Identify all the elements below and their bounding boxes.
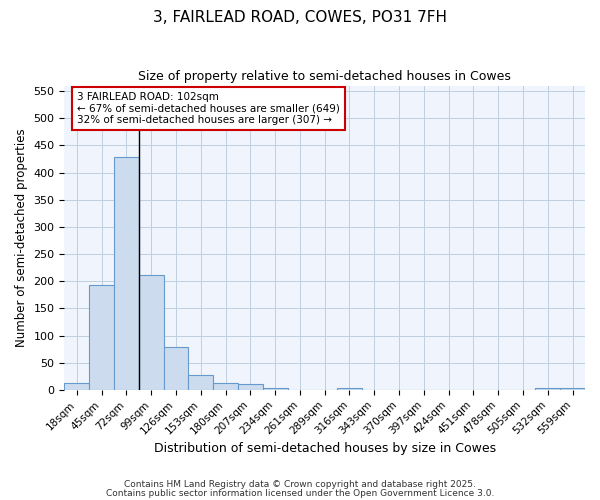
Bar bbox=[64, 383, 89, 390]
Bar bbox=[114, 158, 139, 390]
Text: 3 FAIRLEAD ROAD: 102sqm
← 67% of semi-detached houses are smaller (649)
32% of s: 3 FAIRLEAD ROAD: 102sqm ← 67% of semi-de… bbox=[77, 92, 340, 126]
X-axis label: Distribution of semi-detached houses by size in Cowes: Distribution of semi-detached houses by … bbox=[154, 442, 496, 455]
Y-axis label: Number of semi-detached properties: Number of semi-detached properties bbox=[15, 128, 28, 347]
Text: Contains public sector information licensed under the Open Government Licence 3.: Contains public sector information licen… bbox=[106, 488, 494, 498]
Bar bbox=[188, 374, 213, 390]
Bar bbox=[238, 384, 263, 390]
Title: Size of property relative to semi-detached houses in Cowes: Size of property relative to semi-detach… bbox=[138, 70, 511, 83]
Bar bbox=[337, 388, 362, 390]
Bar bbox=[535, 388, 560, 390]
Text: 3, FAIRLEAD ROAD, COWES, PO31 7FH: 3, FAIRLEAD ROAD, COWES, PO31 7FH bbox=[153, 10, 447, 25]
Bar bbox=[560, 388, 585, 390]
Bar bbox=[89, 285, 114, 390]
Bar bbox=[164, 348, 188, 390]
Bar bbox=[213, 383, 238, 390]
Bar bbox=[139, 274, 164, 390]
Text: Contains HM Land Registry data © Crown copyright and database right 2025.: Contains HM Land Registry data © Crown c… bbox=[124, 480, 476, 489]
Bar bbox=[263, 388, 287, 390]
